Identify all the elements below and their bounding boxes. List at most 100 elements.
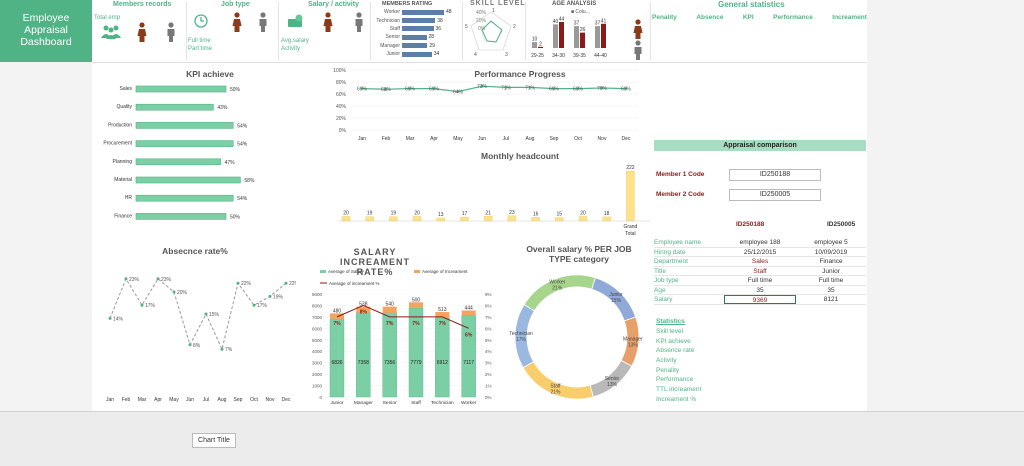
- age-category: 44-40: [594, 53, 607, 59]
- increament-bar: [382, 306, 397, 313]
- absence-title: Absecnce rate%: [162, 246, 228, 256]
- increament-pct-label: 7%: [386, 321, 394, 327]
- appraisal-value-2: employee 5: [814, 239, 848, 246]
- skill-axis-1: 1: [492, 8, 495, 14]
- rating-bar: [402, 34, 427, 40]
- performance-chart[interactable]: 0% 20% 40% 60% 80% 100% 69% Jan 68% Feb 69% Mar 69% A…: [322, 64, 642, 144]
- statistics-item[interactable]: TTL increament: [656, 386, 702, 394]
- age-bar: [553, 24, 558, 48]
- rating-value: 29: [429, 42, 435, 49]
- appraisal-value-2: Full time: [818, 277, 844, 284]
- donut-title: Overall salary % PER JOB TYPE category: [526, 244, 632, 264]
- member2-input[interactable]: ID250005: [729, 189, 821, 201]
- perf-ytick: 40%: [336, 104, 347, 110]
- gs-absence[interactable]: Absence: [696, 14, 724, 21]
- salary-bar: [329, 318, 345, 398]
- perf-data-label: 71%: [501, 85, 512, 91]
- rating-value: 38: [437, 17, 443, 24]
- rating-label: Manager: [380, 42, 400, 49]
- increament-pct-label: 8%: [360, 309, 368, 315]
- skill-tick-0: 0%: [478, 26, 486, 32]
- statistics-item[interactable]: Increament %: [656, 395, 697, 403]
- kpi-chart: Sales 50% Quality 43% Production 54% Procureme…: [103, 85, 255, 220]
- salary-y2tick: 4%: [485, 349, 492, 354]
- salary-value: 7356: [384, 360, 395, 366]
- rating-label: Senior: [385, 34, 400, 41]
- kpi-bar: [135, 103, 214, 111]
- absence-data-label: 15%: [209, 312, 220, 318]
- perf-point: [408, 87, 412, 90]
- statistics-item[interactable]: KPI achieve: [656, 337, 691, 345]
- member1-label: Member 1 Code: [656, 171, 705, 178]
- salary-legend-label: Average of Increament: [422, 269, 468, 274]
- gs-performance[interactable]: Performance: [773, 14, 813, 21]
- salary-ytick: 4000: [312, 349, 323, 354]
- absence-xtick: Aug: [218, 397, 227, 403]
- appraisal-table: Employee name employee 188 employee 5 Hirin…: [654, 238, 866, 305]
- statistics-item[interactable]: Activity: [656, 357, 677, 365]
- appraisal-row-label: Hiring date: [654, 248, 686, 256]
- age-analysis-title: AGE ANALYSIS: [552, 1, 597, 7]
- absence-xtick: Sep: [234, 397, 243, 403]
- salary-legend-label: Average of increament %: [329, 281, 379, 286]
- member2-label: Member 2 Code: [656, 191, 705, 198]
- absence-data-label: 23%: [161, 277, 172, 283]
- age-bar: [559, 22, 564, 48]
- sep-1: [186, 2, 187, 60]
- headcount-value: 222: [626, 165, 635, 171]
- headcount-value: 23: [509, 210, 515, 216]
- salary-chart[interactable]: Average of Salary Average of Increament Av…: [302, 268, 498, 408]
- donut-value: 21%: [550, 390, 561, 396]
- skill-axis-4: 4: [474, 52, 477, 58]
- appraisal-row-label: Salary: [654, 296, 673, 303]
- donut-value: 15%: [611, 298, 622, 304]
- headcount-bar: [626, 170, 635, 222]
- donut-chart[interactable]: Junior15%Manager13%Senior13%Staff21%Tech…: [502, 262, 652, 412]
- gs-kpi[interactable]: KPI: [742, 14, 754, 21]
- increament-pct-line: [336, 304, 469, 329]
- perf-xtick: May: [453, 136, 463, 142]
- perf-point: [576, 87, 580, 90]
- perf-data-label: 69%: [573, 87, 584, 93]
- statistics-item[interactable]: Penality: [656, 366, 680, 374]
- absence-point: [284, 281, 288, 285]
- headcount-value: 16: [533, 211, 539, 217]
- perf-data-label: 71%: [525, 85, 536, 91]
- kpi-category: Sales: [119, 86, 132, 92]
- chart-title-chip[interactable]: Chart Title: [192, 433, 236, 448]
- donut-slice: [523, 274, 596, 312]
- headcount-value: 20: [343, 210, 349, 216]
- increament-bar: [409, 302, 423, 308]
- headcount-bar: [507, 215, 517, 222]
- perf-data-label: 69%: [429, 87, 440, 93]
- female-icon: [137, 22, 147, 47]
- statistics-item[interactable]: Skill level: [656, 328, 684, 335]
- rating-bar: [402, 18, 436, 24]
- age-category: 34-30: [552, 53, 565, 59]
- donut-label: Worker: [549, 280, 565, 286]
- salary-bar: [461, 315, 476, 398]
- perf-line: [361, 85, 627, 93]
- perf-data-label: 68%: [381, 87, 392, 93]
- absence-chart[interactable]: 14% Jan 23% Feb 17% Mar 23% Apr 20% May 8% Jun 15% Ju…: [96, 256, 296, 406]
- perf-xtick: Mar: [406, 136, 415, 142]
- salary-y2tick: 5%: [485, 338, 492, 343]
- kpi-bar: [135, 176, 241, 184]
- statistics-item[interactable]: Absence rate: [656, 347, 695, 355]
- age-value: 10: [532, 37, 538, 43]
- rating-value: 28: [428, 34, 435, 41]
- statistics-item[interactable]: Performance: [656, 376, 694, 384]
- absence-point: [204, 312, 208, 316]
- absence-xtick: Jun: [186, 397, 194, 403]
- salary-y2tick: 8%: [485, 303, 492, 308]
- kpi-bar: [135, 158, 221, 166]
- gs-increament[interactable]: Increament: [832, 14, 867, 21]
- salary-category: Technician: [431, 400, 454, 406]
- appraisal-value-1: Staff: [753, 267, 767, 275]
- headcount-bar: [483, 216, 493, 222]
- rating-row: Manager 29: [372, 42, 462, 50]
- member1-input[interactable]: ID250188: [729, 169, 821, 181]
- gs-penality[interactable]: Penality: [652, 14, 677, 21]
- increament-pct-label: 7%: [333, 321, 341, 327]
